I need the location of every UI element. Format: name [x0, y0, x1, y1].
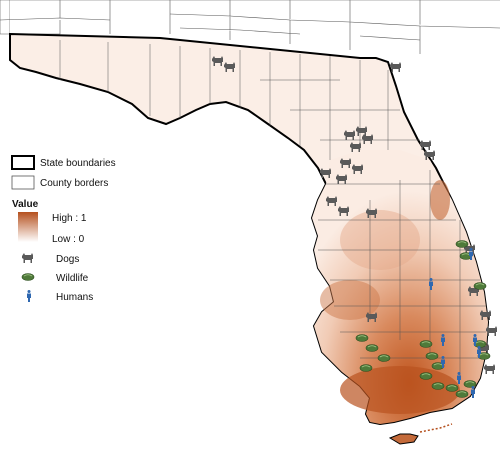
dog-icon	[486, 326, 497, 336]
dog-icon	[22, 253, 33, 263]
wildlife-icon	[377, 354, 391, 362]
legend-state-boundaries: State boundaries	[40, 158, 116, 169]
dog-icon	[484, 364, 495, 374]
wildlife-icon	[425, 352, 439, 360]
wildlife-icon	[359, 364, 373, 372]
wildlife-icon	[355, 334, 369, 342]
human-icon	[27, 290, 31, 302]
wildlife-icon	[473, 282, 487, 290]
wildlife-icon	[419, 372, 433, 380]
legend-county-borders: County borders	[40, 178, 108, 189]
legend-dogs: Dogs	[56, 254, 79, 265]
wildlife-icon	[21, 273, 35, 281]
legend-low-label: Low : 0	[52, 234, 85, 245]
dog-icon	[420, 140, 431, 150]
florida-keys	[388, 433, 419, 445]
wildlife-icon	[445, 384, 459, 392]
wildlife-icon	[431, 382, 445, 390]
legend-value-title: Value	[12, 199, 39, 210]
wildlife-icon	[455, 240, 469, 248]
legend: State boundaries County borders Value Hi…	[11, 155, 116, 303]
county-border-swatch	[11, 175, 35, 190]
legend-humans: Humans	[56, 292, 93, 303]
state-boundary-swatch	[11, 155, 35, 170]
human-icon	[471, 386, 475, 398]
wildlife-icon	[463, 380, 477, 388]
wildlife-icon	[455, 390, 469, 398]
legend-wildlife: Wildlife	[56, 273, 89, 284]
wildlife-icon	[365, 344, 379, 352]
wildlife-icon	[419, 340, 433, 348]
value-gradient-swatch	[18, 212, 38, 242]
legend-high-label: High : 1	[52, 213, 87, 224]
